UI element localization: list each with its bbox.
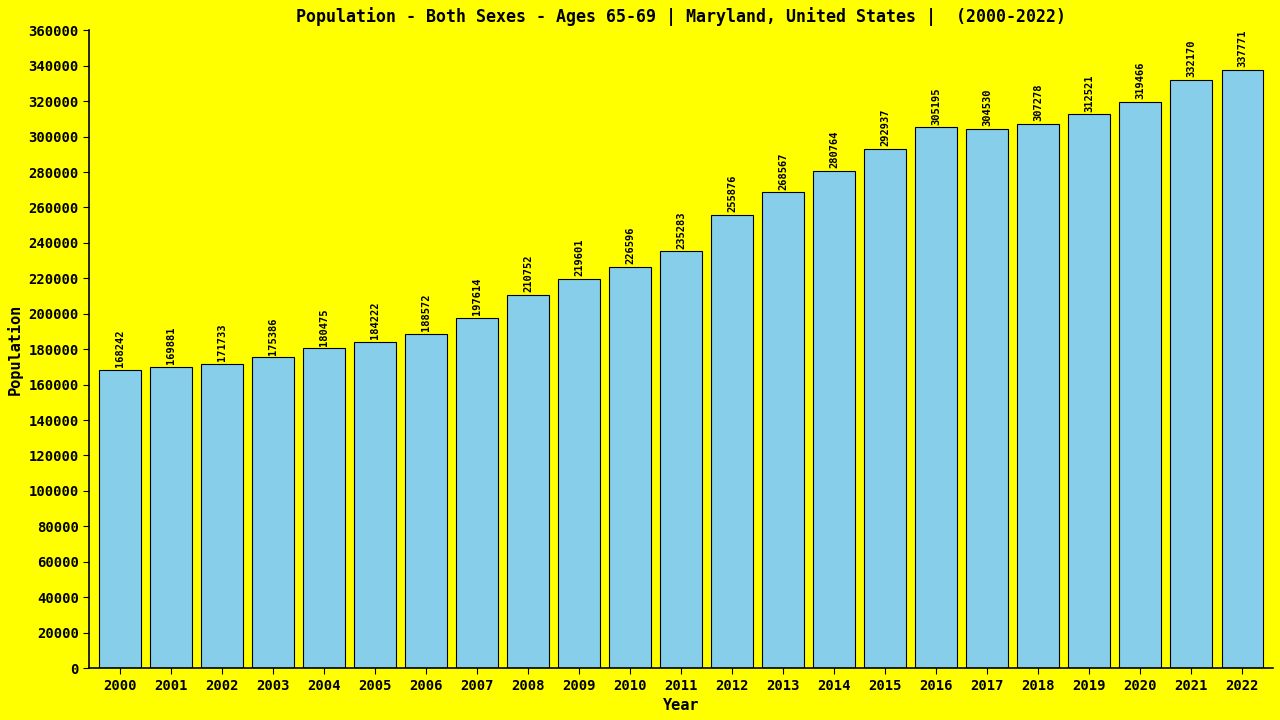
Bar <box>609 266 652 668</box>
Bar <box>404 334 447 668</box>
Title: Population - Both Sexes - Ages 65-69 | Maryland, United States |  (2000-2022): Population - Both Sexes - Ages 65-69 | M… <box>296 7 1066 26</box>
Text: 235283: 235283 <box>676 211 686 248</box>
Bar <box>558 279 600 668</box>
Bar <box>1221 70 1263 668</box>
Text: 255876: 255876 <box>727 174 737 212</box>
Text: 304530: 304530 <box>982 89 992 126</box>
Text: 307278: 307278 <box>1033 84 1043 121</box>
Bar <box>1120 102 1161 668</box>
Bar <box>252 357 294 668</box>
Bar <box>660 251 701 668</box>
Text: 184222: 184222 <box>370 302 380 339</box>
Text: 168242: 168242 <box>115 330 124 367</box>
Text: 305195: 305195 <box>932 87 941 125</box>
Bar <box>712 215 753 668</box>
Bar <box>150 367 192 668</box>
Text: 197614: 197614 <box>472 278 483 315</box>
Bar <box>763 192 804 668</box>
Bar <box>456 318 498 668</box>
Text: 180475: 180475 <box>319 308 329 346</box>
Text: 175386: 175386 <box>268 318 278 355</box>
Text: 337771: 337771 <box>1238 30 1248 67</box>
Text: 268567: 268567 <box>778 152 788 189</box>
Text: 171733: 171733 <box>216 324 227 361</box>
Text: 292937: 292937 <box>881 109 890 146</box>
Bar <box>507 294 549 668</box>
Bar <box>966 129 1009 668</box>
Text: 210752: 210752 <box>524 255 532 292</box>
Y-axis label: Population: Population <box>6 304 23 395</box>
Bar <box>355 342 396 668</box>
Bar <box>99 370 141 668</box>
Text: 280764: 280764 <box>829 130 840 168</box>
Text: 332170: 332170 <box>1187 40 1197 77</box>
Bar <box>201 364 243 668</box>
Bar <box>1018 124 1060 668</box>
Text: 226596: 226596 <box>625 227 635 264</box>
Text: 319466: 319466 <box>1135 62 1146 99</box>
Bar <box>303 348 344 668</box>
Text: 219601: 219601 <box>573 239 584 276</box>
Bar <box>915 127 957 668</box>
Bar <box>864 149 906 668</box>
Bar <box>813 171 855 668</box>
X-axis label: Year: Year <box>663 698 699 713</box>
Bar <box>1170 80 1212 668</box>
Text: 188572: 188572 <box>421 294 431 331</box>
Text: 312521: 312521 <box>1084 74 1094 112</box>
Bar <box>1069 114 1110 668</box>
Text: 169881: 169881 <box>166 327 175 364</box>
